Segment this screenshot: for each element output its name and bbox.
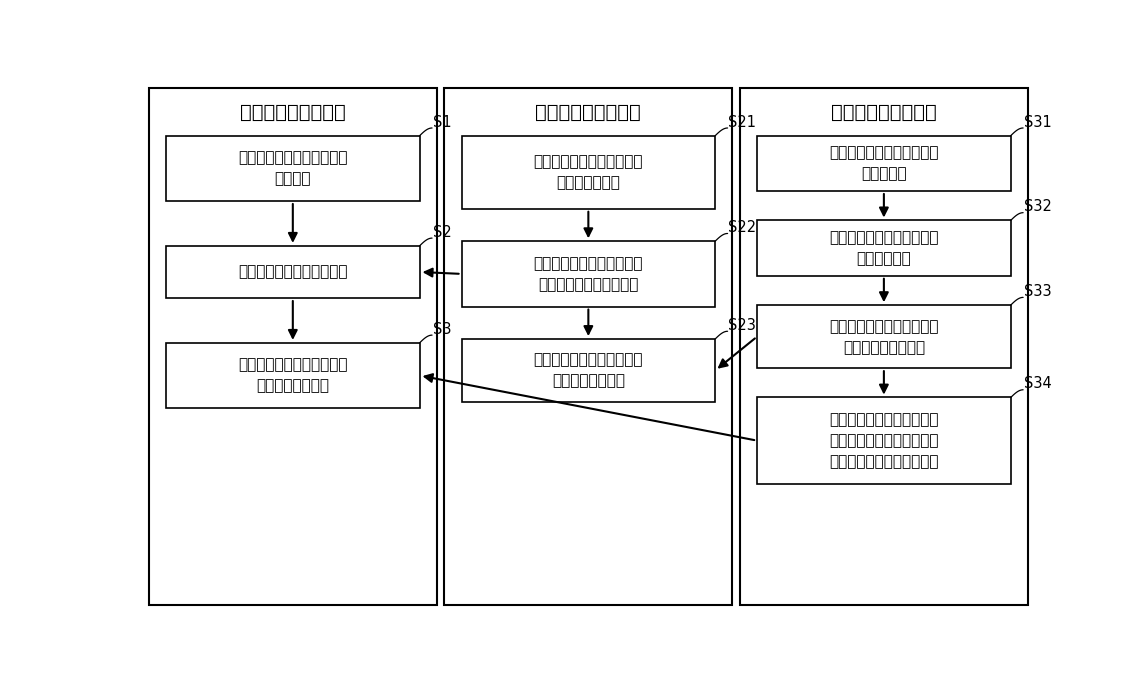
Text: S21: S21 <box>728 114 757 129</box>
Text: 选择算法，部分算法还需额
外上传附件用于辅助分析: 选择算法，部分算法还需额 外上传附件用于辅助分析 <box>534 256 643 292</box>
Bar <box>444 88 732 605</box>
Text: S23: S23 <box>728 318 757 333</box>
Text: S34: S34 <box>1024 376 1052 391</box>
Bar <box>149 88 436 605</box>
Bar <box>461 241 715 307</box>
Text: 环境感知配置主流程: 环境感知配置主流程 <box>240 103 346 122</box>
Text: 选择转换联动，对感知源提
供的数据进行处理: 选择转换联动，对感知源提 供的数据进行处理 <box>534 352 643 389</box>
Text: 转换联动配置子流程: 转换联动配置子流程 <box>831 103 937 122</box>
Bar <box>166 343 420 408</box>
Bar <box>757 220 1010 276</box>
Bar <box>757 305 1010 368</box>
Text: S31: S31 <box>1024 114 1052 129</box>
Text: S22: S22 <box>728 220 757 235</box>
Bar <box>166 246 420 298</box>
Bar <box>166 136 420 201</box>
Text: 设置联动规则，根据不同的
数据结果，触发执行不同的
任务，支持向任务传递参数: 设置联动规则，根据不同的 数据结果，触发执行不同的 任务，支持向任务传递参数 <box>829 412 939 469</box>
Text: 选择转换联动，对感知链输
出的数据进行处理: 选择转换联动，对感知链输 出的数据进行处理 <box>238 358 348 394</box>
Text: 选择数据处理插件，对数据
进行转换处理: 选择数据处理插件，对数据 进行转换处理 <box>829 230 939 266</box>
Bar <box>461 339 715 402</box>
Text: S3: S3 <box>433 322 451 336</box>
Text: 设置数据过滤，对转换后的
数据进行第二次过滤: 设置数据过滤，对转换后的 数据进行第二次过滤 <box>829 319 939 354</box>
Text: 感知节点配置子流程: 感知节点配置子流程 <box>535 103 642 122</box>
Text: 设置感知链，添加感知节点: 设置感知链，添加感知节点 <box>238 264 348 279</box>
Text: S33: S33 <box>1024 284 1052 299</box>
Text: 设置事件策略，对数据进行
第一次过滤: 设置事件策略，对数据进行 第一次过滤 <box>829 145 939 182</box>
Text: S2: S2 <box>433 225 451 239</box>
Text: S1: S1 <box>433 114 451 129</box>
Bar <box>757 398 1010 484</box>
Bar <box>740 88 1027 605</box>
Text: S32: S32 <box>1024 200 1052 214</box>
Text: 设置采样频率，即每秒钟采
集多少次: 设置采样频率，即每秒钟采 集多少次 <box>238 151 348 186</box>
Bar <box>461 136 715 209</box>
Text: 选择感知源，支持视频、音
频、文本、雷达: 选择感知源，支持视频、音 频、文本、雷达 <box>534 154 643 191</box>
Bar <box>757 136 1010 191</box>
